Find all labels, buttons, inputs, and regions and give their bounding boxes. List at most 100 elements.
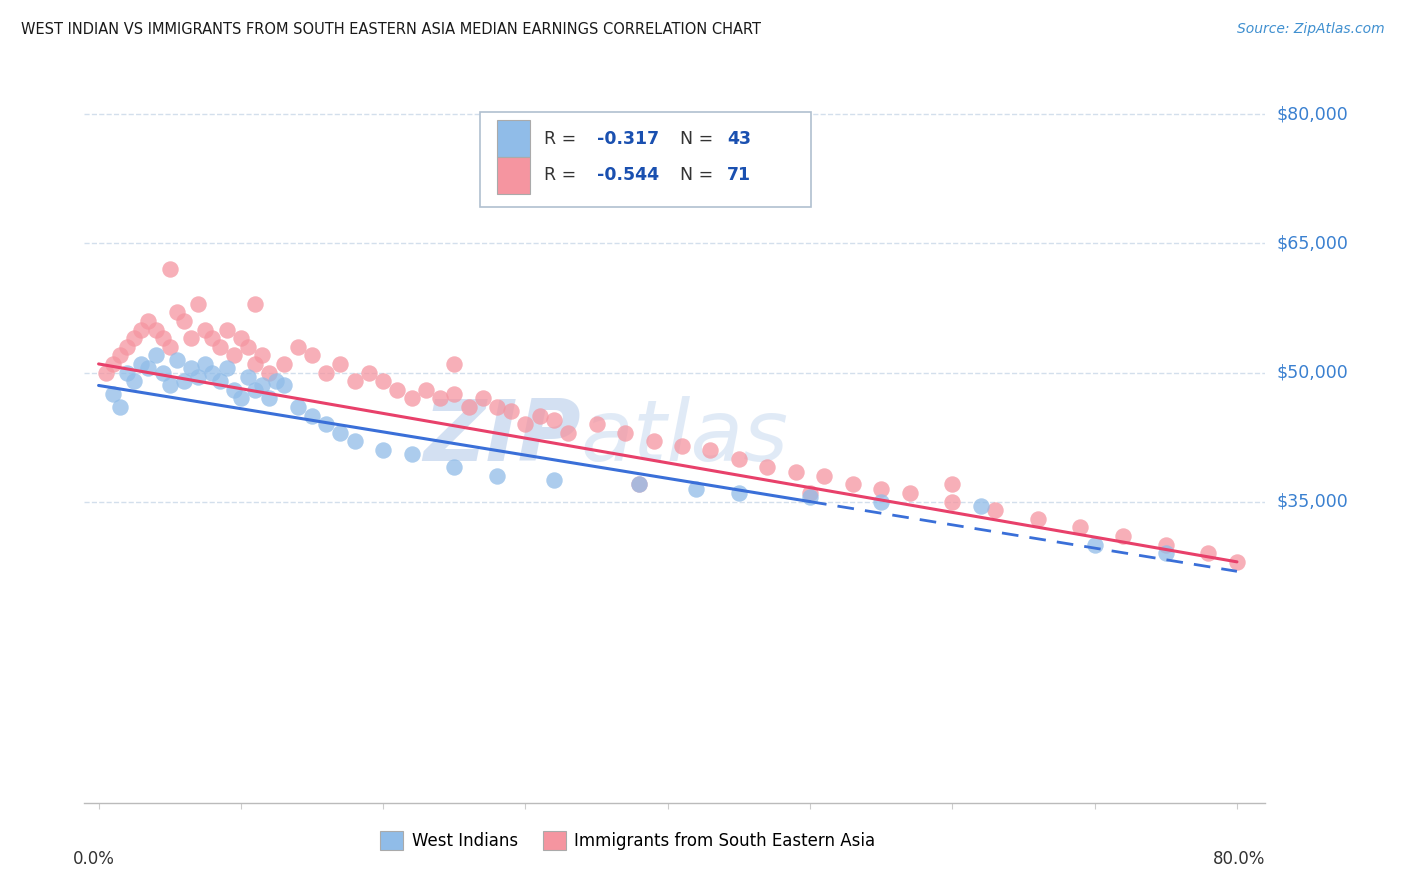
Point <box>266 374 288 388</box>
Point <box>287 400 309 414</box>
Point <box>415 383 437 397</box>
Point <box>443 387 465 401</box>
Point <box>208 340 231 354</box>
Point <box>515 417 537 432</box>
Point <box>401 447 423 461</box>
Text: -0.544: -0.544 <box>598 166 659 185</box>
Point <box>357 366 380 380</box>
Point <box>215 322 238 336</box>
Point <box>1154 546 1177 560</box>
Legend: West Indians, Immigrants from South Eastern Asia: West Indians, Immigrants from South East… <box>373 824 882 856</box>
Text: R =: R = <box>544 166 582 185</box>
Text: $50,000: $50,000 <box>1277 364 1348 382</box>
Text: 80.0%: 80.0% <box>1213 850 1265 868</box>
Text: $80,000: $80,000 <box>1277 105 1348 123</box>
Point <box>101 387 124 401</box>
Point <box>115 366 138 380</box>
Point <box>173 374 195 388</box>
Point <box>138 314 160 328</box>
Point <box>643 434 665 449</box>
Point <box>870 494 893 508</box>
Point <box>870 482 893 496</box>
Point <box>1084 538 1107 552</box>
Point <box>180 361 202 376</box>
Point <box>222 348 245 362</box>
Point <box>115 340 138 354</box>
Point <box>215 361 238 376</box>
Point <box>501 404 523 418</box>
Point <box>180 331 202 345</box>
Point <box>138 361 160 376</box>
Point <box>166 305 188 319</box>
Point <box>443 460 465 475</box>
Point <box>301 409 323 423</box>
Point <box>543 473 565 487</box>
Point <box>1154 538 1177 552</box>
Point <box>122 331 145 345</box>
Point <box>387 383 409 397</box>
Point <box>145 348 167 362</box>
Point <box>101 357 124 371</box>
Text: N =: N = <box>679 166 718 185</box>
Point <box>229 331 252 345</box>
Point <box>543 413 565 427</box>
Point <box>685 482 707 496</box>
Point <box>401 392 423 406</box>
Point <box>315 366 337 380</box>
Point <box>984 503 1007 517</box>
Point <box>756 460 779 475</box>
Point <box>243 296 266 310</box>
Point <box>243 383 266 397</box>
Point <box>941 477 963 491</box>
Point <box>557 425 579 440</box>
Point <box>970 499 993 513</box>
Point <box>173 314 195 328</box>
Point <box>799 491 821 505</box>
Point <box>152 366 174 380</box>
Text: -0.317: -0.317 <box>598 129 659 148</box>
Point <box>152 331 174 345</box>
Point <box>785 465 807 479</box>
Point <box>129 322 152 336</box>
Point <box>222 383 245 397</box>
Point <box>1198 546 1220 560</box>
Point <box>842 477 865 491</box>
Text: WEST INDIAN VS IMMIGRANTS FROM SOUTH EASTERN ASIA MEDIAN EARNINGS CORRELATION CH: WEST INDIAN VS IMMIGRANTS FROM SOUTH EAS… <box>21 22 761 37</box>
Point <box>529 409 551 423</box>
Point <box>159 378 181 392</box>
Text: N =: N = <box>679 129 718 148</box>
Point <box>187 369 209 384</box>
Point <box>229 392 252 406</box>
Text: Source: ZipAtlas.com: Source: ZipAtlas.com <box>1237 22 1385 37</box>
Text: $35,000: $35,000 <box>1277 492 1348 510</box>
FancyBboxPatch shape <box>496 120 530 157</box>
Point <box>941 494 963 508</box>
Point <box>471 392 494 406</box>
Point <box>443 357 465 371</box>
Point <box>208 374 231 388</box>
Point <box>243 357 266 371</box>
Point <box>343 374 366 388</box>
Point <box>145 322 167 336</box>
Point <box>614 425 637 440</box>
Point <box>1026 512 1049 526</box>
Text: R =: R = <box>544 129 582 148</box>
Point <box>159 340 181 354</box>
Point <box>236 369 259 384</box>
Text: $65,000: $65,000 <box>1277 235 1348 252</box>
Point <box>301 348 323 362</box>
Point <box>699 442 721 457</box>
Point <box>628 477 651 491</box>
Point <box>813 468 835 483</box>
Point <box>898 486 921 500</box>
Point <box>1226 555 1249 569</box>
Text: 0.0%: 0.0% <box>73 850 114 868</box>
Point <box>728 451 751 466</box>
Point <box>273 378 295 392</box>
Point <box>728 486 751 500</box>
Point <box>122 374 145 388</box>
Point <box>799 486 821 500</box>
Point <box>187 296 209 310</box>
Text: 43: 43 <box>727 129 751 148</box>
Point <box>252 348 274 362</box>
